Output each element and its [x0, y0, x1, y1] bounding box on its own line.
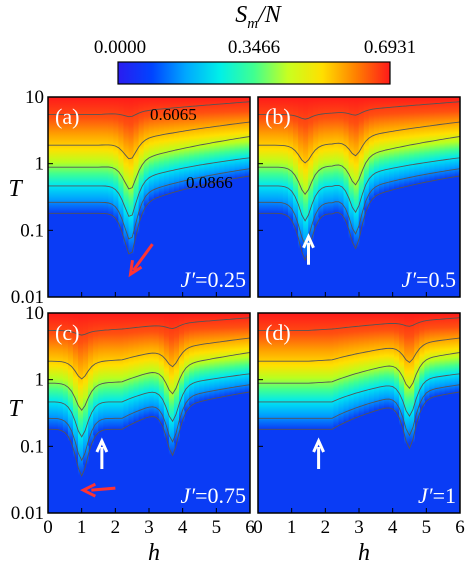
- contour-line: [48, 384, 250, 462]
- colorbar-tick-label-1: 0.3466: [228, 37, 280, 58]
- heatmap-surface: [258, 97, 460, 297]
- white-arrow: [95, 437, 109, 470]
- contour-line: [258, 352, 460, 389]
- x-tick-label: 5: [212, 517, 222, 538]
- contour-line: [258, 168, 460, 246]
- panel-b: (b) J′=0.5: [257, 96, 461, 298]
- contour-line: [258, 157, 460, 222]
- contour-line: [258, 121, 460, 164]
- parameter-label: J′=0.25: [181, 267, 247, 292]
- panel-label: (b): [265, 104, 291, 129]
- colorbar: Sm/N 0.0000 0.3466 0.6931: [94, 2, 416, 85]
- contour-line: [48, 136, 250, 190]
- contour-line: [258, 136, 460, 195]
- x-tick-label: 4: [178, 517, 188, 538]
- x-tick-label: 3: [144, 517, 154, 538]
- x-tick-label: 2: [321, 517, 331, 538]
- x-axis-label-left: h: [148, 540, 160, 565]
- y-axis-label-bottom: T: [8, 396, 23, 422]
- contour-label-lower: 0.0866: [186, 173, 233, 192]
- x-tick-label: 1: [77, 517, 87, 538]
- panel-c: 0 1 2 3 4 5 6 10 1 0.1 0.01 (c) J′=0.75: [11, 303, 255, 538]
- y-tick-label: 10: [25, 87, 44, 108]
- y-tick-label: 1: [35, 154, 45, 175]
- contour-line: [48, 373, 250, 438]
- contour-line: [48, 352, 250, 411]
- contour-line: [48, 168, 250, 240]
- contour-line: [258, 384, 460, 437]
- panel-label: (d): [265, 320, 291, 345]
- x-tick-label: 2: [111, 517, 121, 538]
- white-arrow: [312, 437, 325, 470]
- heatmap-surface: [48, 313, 250, 513]
- x-tick-label: 0: [253, 517, 263, 538]
- panels: 1010.10.01(a)J′=0.250.60650.0866(b)J′=0.…: [11, 87, 465, 538]
- red-arrow: [128, 243, 154, 278]
- y-tick-label: 0.01: [11, 287, 44, 308]
- contour-line: [258, 337, 460, 363]
- colorbar-gradient: [117, 61, 391, 85]
- contour-line: [48, 317, 250, 336]
- parameter-label: J′=0.5: [402, 267, 457, 292]
- panel-label: (a): [55, 104, 79, 129]
- y-tick-label: 0.01: [11, 503, 44, 524]
- contour-label-upper: 0.6065: [150, 105, 197, 124]
- contour-line: [48, 157, 250, 217]
- y-axis-label-top: T: [8, 176, 23, 202]
- x-tick-label: 0: [43, 517, 53, 538]
- contour-line: [48, 391, 250, 478]
- y-tick-label: 10: [25, 303, 44, 324]
- contour-line: [48, 121, 250, 160]
- x-tick-label: 1: [287, 517, 297, 538]
- contour-line: [258, 391, 460, 450]
- panel-a: 10 1 0.1 0.01 (a) J′=0.25 0.6065 0.0866: [11, 87, 251, 308]
- panel-label: (c): [55, 320, 79, 345]
- heatmap-surface: [48, 97, 250, 297]
- contour-line: [258, 101, 460, 120]
- panel-d: 0 1 2 3 4 5 6 (d) J′=1: [253, 312, 465, 538]
- heatmap-surface: [258, 313, 460, 513]
- parameter-label: J′=0.75: [181, 483, 247, 508]
- x-tick-label: 3: [354, 517, 364, 538]
- colorbar-tick-label-0: 0.0000: [94, 37, 146, 58]
- y-tick-label: 1: [35, 370, 45, 391]
- contour-line: [48, 337, 250, 380]
- x-tick-label: 6: [455, 517, 465, 538]
- red-arrow: [79, 482, 116, 498]
- colorbar-tick-label-2: 0.6931: [364, 37, 416, 58]
- x-tick-label: 4: [388, 517, 398, 538]
- colorbar-title: Sm/N: [235, 2, 283, 32]
- parameter-label: J′=1: [418, 483, 456, 508]
- contour-line: [48, 101, 250, 118]
- contour-line: [48, 175, 250, 255]
- x-axis-label-right: h: [358, 540, 370, 565]
- contour-line: [258, 175, 460, 262]
- x-tick-label: 6: [245, 517, 255, 538]
- x-tick-label: 5: [422, 517, 432, 538]
- y-tick-label: 0.1: [20, 436, 44, 457]
- white-arrow: [302, 233, 315, 265]
- y-tick-label: 0.1: [20, 220, 44, 241]
- contour-line: [258, 317, 460, 331]
- contour-line: [258, 373, 460, 418]
